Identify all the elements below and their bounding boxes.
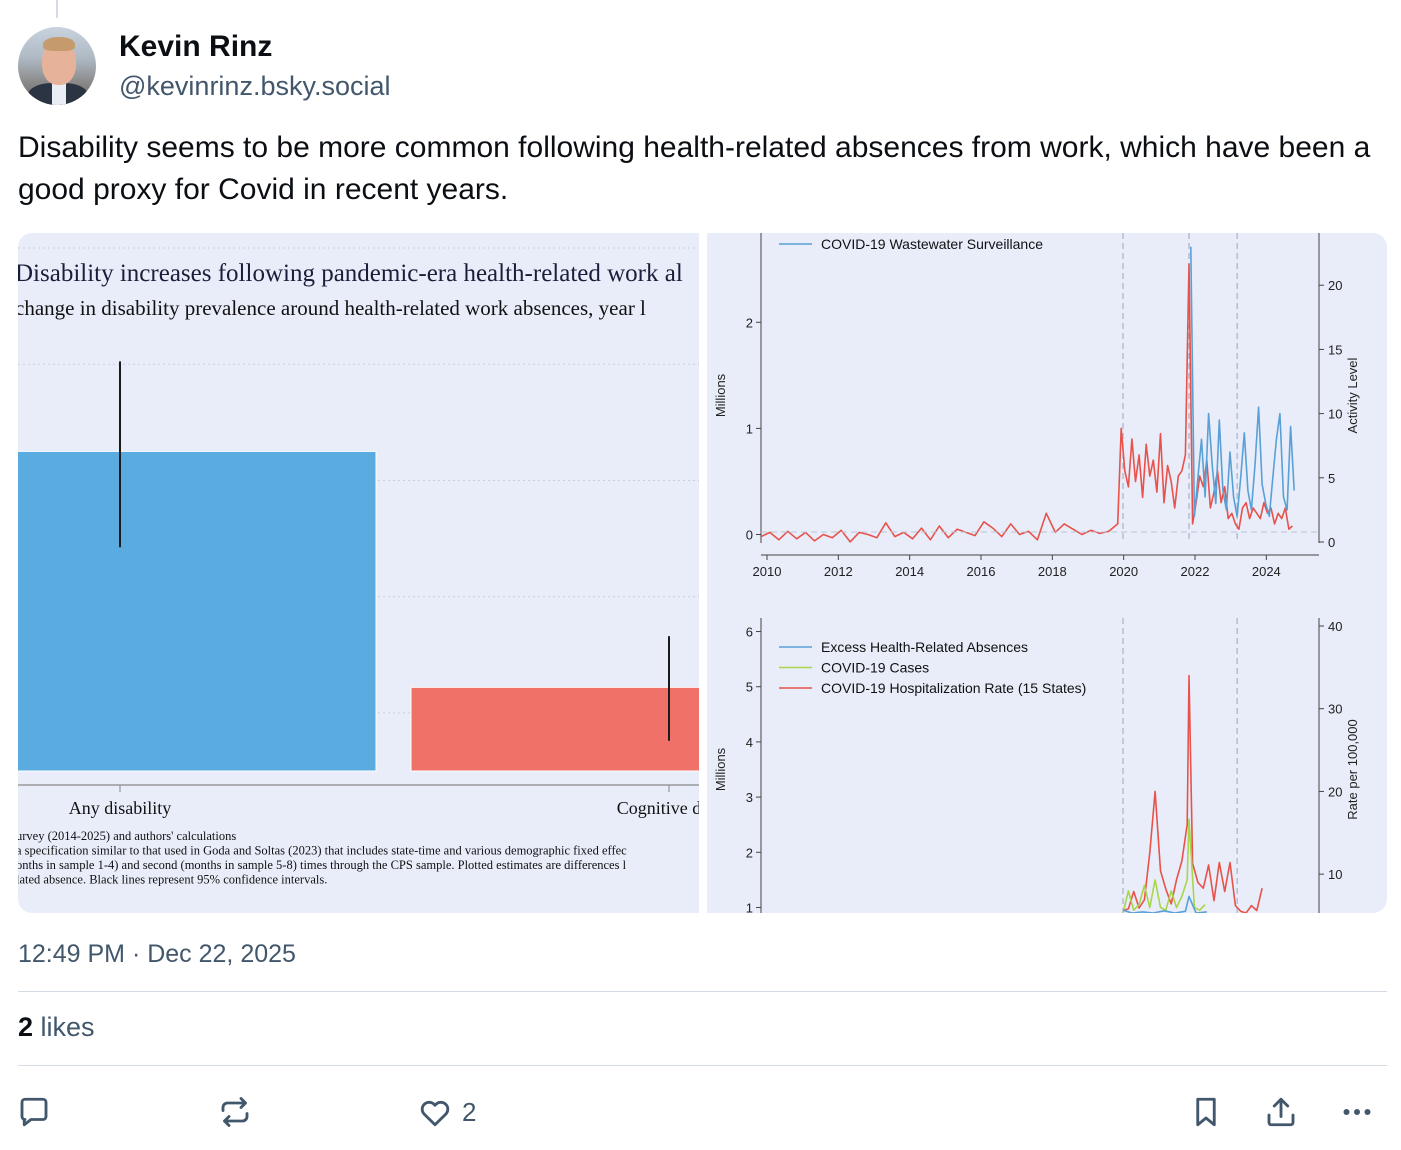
series-line: [1122, 895, 1207, 913]
x-tick-label: 2024: [1252, 564, 1281, 579]
likes-summary[interactable]: 2 likes: [18, 1012, 95, 1043]
y-tick-label: 6: [746, 625, 753, 640]
post-timestamp[interactable]: 12:49 PM · Dec 22, 2025: [18, 940, 296, 968]
y2-tick-label: 15: [1328, 342, 1342, 357]
y-tick-label: 1: [746, 421, 753, 436]
bar-chart-subtitle: change in disability prevalence around h…: [18, 296, 646, 320]
series-line: [1122, 674, 1263, 913]
figure-note: a specification similar to that used in …: [18, 844, 627, 858]
series-line: [1190, 246, 1295, 518]
author-display-name[interactable]: Kevin Rinz: [119, 30, 273, 63]
x-tick-label: 2014: [895, 564, 924, 579]
bar-chart-title: Disability increases following pandemic-…: [18, 260, 683, 287]
y-tick-label: 2: [746, 845, 753, 860]
reply-icon: [20, 1097, 48, 1127]
bookmark-icon: [1196, 1097, 1216, 1127]
x-tick-label: 2010: [753, 564, 782, 579]
thread-line: [56, 0, 58, 18]
y-tick-label: 1: [746, 900, 753, 913]
y2-axis-label: Rate per 100,000: [1345, 719, 1360, 819]
media-image-line-charts[interactable]: 0 1 2 0 5 10 15 20 Millions Activity Level COVID-1…: [707, 233, 1387, 913]
y-axis-label: Millions: [713, 373, 728, 417]
figure-note: lated absence. Black lines represent 95%…: [18, 873, 327, 887]
repost-button[interactable]: [216, 1088, 254, 1136]
legend-label: COVID-19 Cases: [821, 660, 929, 676]
y-tick-label: 0: [746, 528, 753, 543]
x-tick-label: 2022: [1181, 564, 1210, 579]
legend-label: Excess Health-Related Absences: [821, 639, 1028, 655]
author-names: Kevin Rinz @kevinrinz.bsky.social: [119, 28, 391, 104]
like-icon: [420, 1100, 450, 1127]
avatar[interactable]: [18, 27, 96, 105]
y2-tick-label: 10: [1328, 407, 1342, 422]
reply-button[interactable]: [16, 1088, 52, 1136]
bookmark-button[interactable]: [1188, 1088, 1224, 1136]
author-handle[interactable]: @kevinrinz.bsky.social: [119, 71, 391, 101]
divider: [18, 1065, 1387, 1066]
figure-note: onths in sample 1-4) and second (months …: [18, 858, 627, 872]
x-tick-label: 2016: [967, 564, 996, 579]
avatar-shirt: [52, 83, 66, 105]
series-line: [761, 263, 1293, 543]
action-bar: 2: [0, 1088, 1401, 1136]
y-tick-label: 5: [746, 680, 753, 695]
x-tick-label: Any disability: [69, 798, 172, 818]
divider: [18, 991, 1387, 992]
legend-label: COVID-19 Hospitalization Rate (15 States…: [821, 680, 1086, 696]
y2-axis-label: Activity Level: [1345, 357, 1360, 433]
repost-icon: [221, 1097, 249, 1127]
x-tick-label: Cognitive disa: [617, 798, 699, 818]
y2-tick-label: 10: [1328, 867, 1342, 882]
media-image-bar-chart[interactable]: Disability increases following pandemic-…: [18, 233, 699, 913]
y2-tick-label: 5: [1328, 471, 1335, 486]
y2-tick-label: 40: [1328, 619, 1342, 634]
avatar-hair: [43, 37, 75, 51]
y2-tick-label: 30: [1328, 702, 1342, 717]
likes-label: likes: [40, 1012, 95, 1042]
share-button[interactable]: [1263, 1088, 1299, 1136]
y-axis-label: Millions: [713, 747, 728, 791]
likes-count: 2: [18, 1012, 34, 1042]
y-tick-label: 4: [746, 735, 753, 750]
y-tick-label: 2: [746, 315, 753, 330]
x-tick-label: 2012: [824, 564, 853, 579]
x-tick-label: 2018: [1038, 564, 1067, 579]
y2-tick-label: 0: [1328, 535, 1335, 550]
y2-tick-label: 20: [1328, 784, 1342, 799]
series-line: [1122, 818, 1206, 913]
share-icon: [1267, 1097, 1295, 1127]
x-tick-label: 2020: [1109, 564, 1138, 579]
y-tick-label: 3: [746, 790, 753, 805]
bar-1: [410, 686, 699, 772]
post-media: Disability increases following pandemic-…: [18, 233, 1387, 913]
bar-chart: Disability increases following pandemic-…: [18, 247, 699, 887]
y2-tick-label: 20: [1328, 278, 1342, 293]
like-count: 2: [462, 1096, 477, 1127]
post-header: Kevin Rinz @kevinrinz.bsky.social: [18, 26, 391, 106]
legend-label: COVID-19 Wastewater Surveillance: [821, 236, 1043, 252]
post-text: Disability seems to be more common follo…: [18, 131, 1371, 206]
like-button[interactable]: 2: [416, 1088, 476, 1136]
more-icon: [1343, 1109, 1371, 1115]
figure-note: urvey (2014-2025) and authors' calculati…: [18, 829, 236, 843]
bar-0: [18, 450, 377, 772]
more-button[interactable]: [1337, 1088, 1377, 1136]
